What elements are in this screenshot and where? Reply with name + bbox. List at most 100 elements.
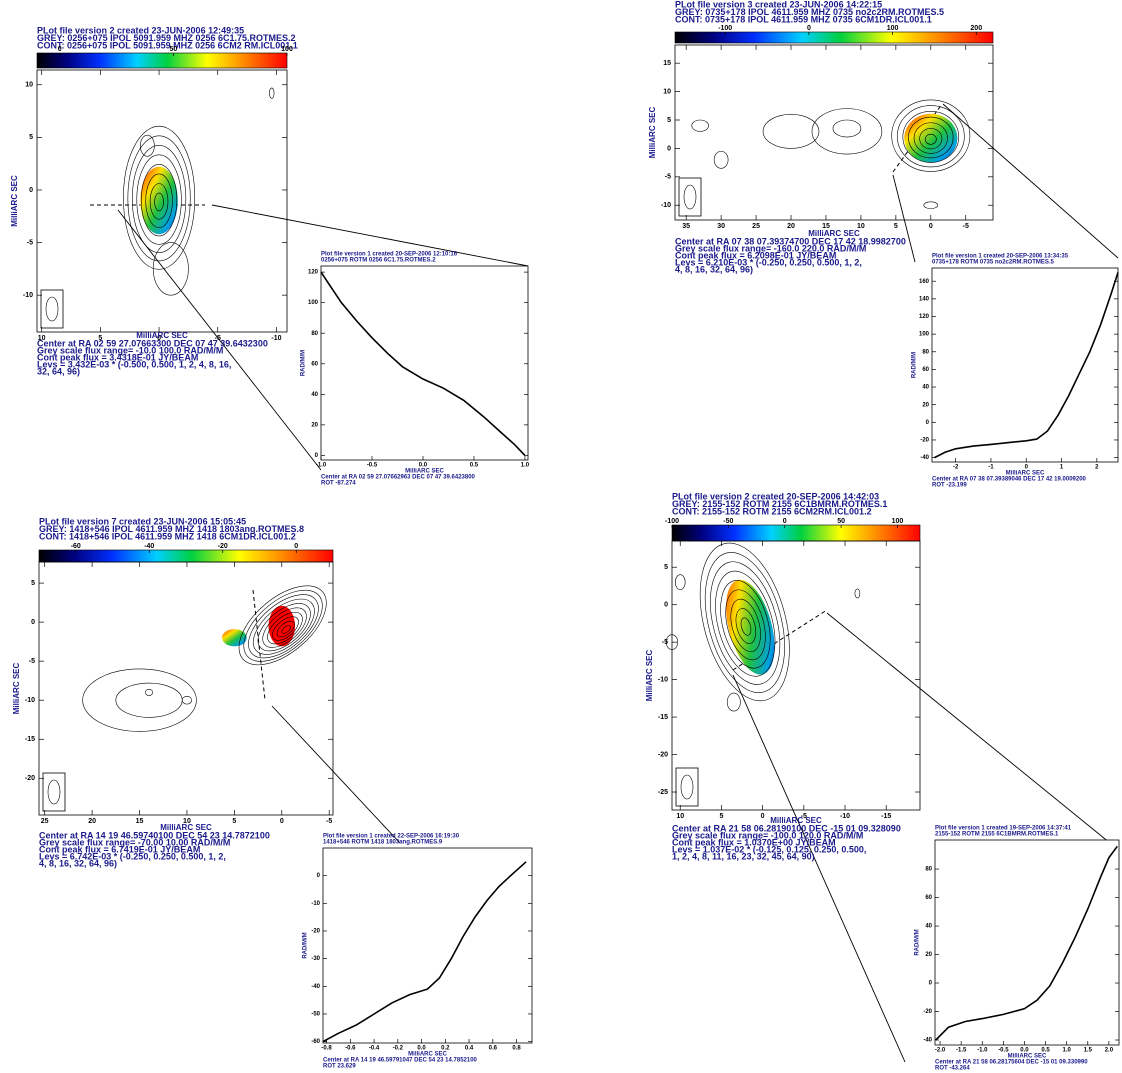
beam-box xyxy=(41,290,63,328)
y-tick-label: 0 xyxy=(926,420,930,426)
plot-background xyxy=(932,268,1118,462)
colorbar-tick-label: 50 xyxy=(837,518,845,525)
y-tick-label: 80 xyxy=(925,867,932,873)
y-tick-label: 140 xyxy=(919,296,930,302)
colorbar xyxy=(675,32,993,43)
y-tick-label: 20 xyxy=(922,402,929,408)
arrow xyxy=(827,613,1110,843)
colorbar-tick-label: -20 xyxy=(218,543,228,550)
y-tick-label: -40 xyxy=(311,984,320,990)
y-tick-label: -5 xyxy=(662,639,668,646)
x-tick-label: 2 xyxy=(1095,465,1099,471)
x-tick-label: -10 xyxy=(840,813,850,820)
y-tick-label: 0 xyxy=(29,187,33,194)
colorbar xyxy=(672,525,920,541)
x-tick-label: -0.2 xyxy=(393,1046,404,1052)
y-tick-label: -20 xyxy=(658,751,668,758)
plot-footer: ROT -43.264 xyxy=(935,1066,970,1072)
x-tick-label: -1.0 xyxy=(977,1048,988,1054)
x-tick-label: -1 xyxy=(988,465,994,471)
y-tick-label: 20 xyxy=(925,952,932,958)
contour xyxy=(714,151,728,168)
plot-background xyxy=(321,266,528,460)
x-tick-label: 2.0 xyxy=(1105,1048,1114,1054)
x-tick-label: 15 xyxy=(136,818,144,825)
y-axis-label: MilliARC SEC xyxy=(648,107,657,159)
color-region xyxy=(904,114,957,163)
y-tick-label: -40 xyxy=(920,455,929,461)
y-tick-label: 20 xyxy=(311,422,318,428)
x-tick-label: 5 xyxy=(719,813,723,820)
y-tick-label: -10 xyxy=(661,202,671,209)
y-tick-label: 60 xyxy=(311,361,318,367)
x-tick-label: 1.0 xyxy=(1062,1048,1071,1054)
map-panel: PLot file version 7 created 23-JUN-2006 … xyxy=(12,516,340,868)
y-tick-label: 15 xyxy=(663,60,671,67)
y-tick-label: -20 xyxy=(923,1009,932,1015)
map-frame xyxy=(39,562,333,815)
x-tick-label: 0.6 xyxy=(489,1046,498,1052)
contour xyxy=(116,683,182,717)
colorbar-tick-label: 50 xyxy=(169,46,177,53)
line-plot: Plot file version 1 created 19-SEP-2006 … xyxy=(915,826,1119,1072)
y-tick-label: -20 xyxy=(311,929,320,935)
plot-background xyxy=(935,840,1119,1045)
y-tick-label: -30 xyxy=(311,956,320,962)
beam-box xyxy=(676,768,698,806)
arrow xyxy=(943,104,1118,258)
x-tick-label: 25 xyxy=(41,818,49,825)
map-panel: PLot file version 3 created 23-JUN-2006 … xyxy=(648,0,993,274)
x-tick-label: -0.8 xyxy=(321,1046,332,1052)
x-tick-label: 30 xyxy=(717,223,725,230)
x-tick-label: 20 xyxy=(88,818,96,825)
y-tick-label: 100 xyxy=(919,332,930,338)
x-tick-label: -15 xyxy=(881,813,891,820)
y-tick-label: 5 xyxy=(31,580,35,587)
y-axis-label: MilliARC SEC xyxy=(10,175,19,227)
x-tick-label: 5 xyxy=(232,818,236,825)
y-tick-label: 0 xyxy=(315,453,319,459)
y-tick-label: 100 xyxy=(308,300,319,306)
x-tick-label: 5 xyxy=(894,223,898,230)
map-header: CONT: 1418+546 IPOL 4611.959 MHZ 1418 6C… xyxy=(39,531,296,541)
x-tick-label: -1.5 xyxy=(956,1048,967,1054)
map-panel: PLot file version 2 created 23-JUN-2006 … xyxy=(10,25,298,376)
y-tick-label: 60 xyxy=(925,895,932,901)
y-axis-label: MilliARC SEC xyxy=(12,663,21,715)
x-tick-label: -0.5 xyxy=(367,463,378,469)
y-tick-label: -5 xyxy=(27,239,33,246)
x-tick-label: 1 xyxy=(1060,465,1064,471)
y-tick-label: 5 xyxy=(664,564,668,571)
line-plot: Plot file version 1 created 22-SEP-2006 … xyxy=(303,834,532,1070)
x-tick-label: 0 xyxy=(280,818,284,825)
x-tick-label: -0.4 xyxy=(369,1046,380,1052)
line-plot: Plot file version 1 created 20-SEP-2006 … xyxy=(912,254,1118,489)
y-tick-label: -25 xyxy=(658,789,668,796)
x-tick-label: -10 xyxy=(271,335,281,342)
y-tick-label: 0 xyxy=(317,873,321,879)
x-tick-label: -2 xyxy=(953,465,959,471)
beam xyxy=(48,780,60,804)
colorbar xyxy=(39,550,333,562)
colorbar-tick-label: 100 xyxy=(887,25,899,32)
figure: PLot file version 2 created 23-JUN-2006 … xyxy=(0,0,1122,1073)
arrow xyxy=(893,175,915,262)
map-footer: 32, 64, 96) xyxy=(37,366,80,376)
line-plot: Plot file version 1 created 20-SEP-2006 … xyxy=(301,252,530,487)
y-tick-label: -20 xyxy=(920,438,929,444)
y-tick-label: 120 xyxy=(308,270,319,276)
y-tick-label: 40 xyxy=(922,385,929,391)
y-axis-label: RAD/M/M xyxy=(912,352,918,378)
contour xyxy=(812,109,882,154)
x-tick-label: 0.5 xyxy=(470,463,479,469)
plot-subtitle: 1418+546 ROTM 1418 1803ang.ROTMES.9 xyxy=(323,840,443,846)
contour xyxy=(269,88,274,99)
plot-footer: ROT -23.199 xyxy=(932,483,967,489)
contour xyxy=(675,575,685,590)
arrow xyxy=(272,706,400,843)
map-header: CONT: 0256+075 IPOL 5091.959 MHZ 0256 6C… xyxy=(37,40,298,50)
x-tick-label: 25 xyxy=(752,223,760,230)
y-tick-label: 60 xyxy=(922,367,929,373)
contour xyxy=(833,120,861,137)
map-header: CONT: 0735+178 IPOL 4611.959 MHZ 0735 6C… xyxy=(675,14,932,24)
